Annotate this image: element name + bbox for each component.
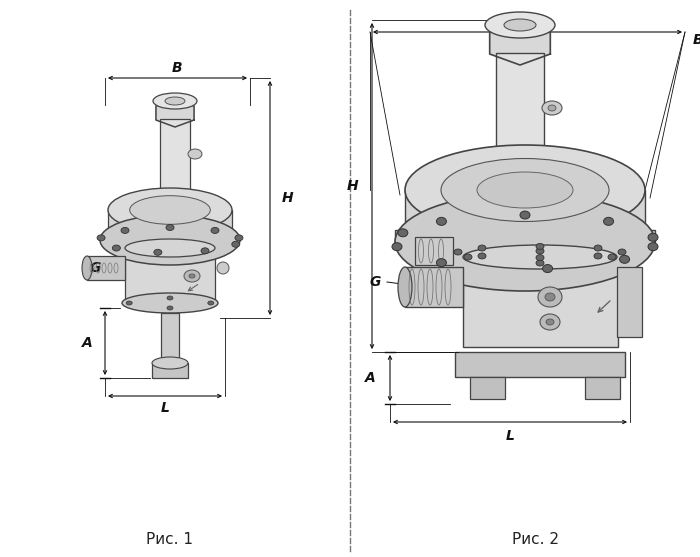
Ellipse shape: [464, 254, 472, 260]
Ellipse shape: [217, 262, 229, 274]
Ellipse shape: [392, 243, 402, 251]
Bar: [405, 267, 463, 307]
Bar: [496, 53, 544, 190]
Ellipse shape: [166, 224, 174, 231]
Polygon shape: [156, 99, 194, 127]
Ellipse shape: [548, 105, 556, 111]
Text: G: G: [90, 261, 101, 275]
Ellipse shape: [536, 260, 544, 266]
Ellipse shape: [436, 217, 447, 226]
Ellipse shape: [189, 274, 195, 278]
Ellipse shape: [152, 357, 188, 369]
Ellipse shape: [478, 253, 486, 259]
Text: L: L: [505, 429, 514, 443]
Bar: [458, 245, 622, 259]
Ellipse shape: [126, 301, 132, 305]
Ellipse shape: [108, 188, 232, 232]
Ellipse shape: [504, 19, 536, 31]
Ellipse shape: [463, 245, 617, 269]
Text: B: B: [693, 33, 700, 47]
Bar: [405, 190, 645, 230]
Text: B: B: [172, 61, 183, 75]
Ellipse shape: [458, 243, 622, 271]
Bar: [87, 256, 125, 280]
Ellipse shape: [540, 314, 560, 330]
Bar: [395, 230, 655, 242]
Ellipse shape: [167, 306, 173, 310]
Ellipse shape: [477, 172, 573, 208]
Ellipse shape: [538, 287, 562, 307]
Ellipse shape: [536, 255, 544, 261]
Ellipse shape: [648, 233, 658, 241]
Ellipse shape: [542, 101, 562, 115]
Ellipse shape: [201, 248, 209, 254]
Ellipse shape: [154, 250, 162, 255]
Ellipse shape: [546, 319, 554, 325]
Bar: [585, 377, 620, 399]
Text: Рис. 1: Рис. 1: [146, 532, 193, 548]
Ellipse shape: [594, 245, 602, 251]
Ellipse shape: [211, 227, 219, 233]
Bar: [463, 257, 618, 347]
Ellipse shape: [130, 196, 210, 224]
Ellipse shape: [620, 255, 629, 263]
Ellipse shape: [97, 235, 105, 241]
Ellipse shape: [121, 227, 129, 233]
Bar: [161, 313, 179, 363]
Ellipse shape: [232, 241, 240, 247]
Text: H: H: [282, 191, 293, 205]
Bar: [617, 267, 642, 337]
Ellipse shape: [478, 245, 486, 251]
Ellipse shape: [153, 93, 197, 109]
Text: L: L: [160, 401, 169, 415]
Ellipse shape: [122, 293, 218, 313]
Ellipse shape: [165, 97, 185, 105]
Ellipse shape: [520, 211, 530, 219]
Text: Рис. 2: Рис. 2: [512, 532, 559, 548]
Bar: [152, 363, 188, 378]
Ellipse shape: [113, 245, 120, 251]
Ellipse shape: [100, 215, 240, 265]
Ellipse shape: [82, 256, 92, 280]
Ellipse shape: [608, 254, 616, 260]
Ellipse shape: [618, 249, 626, 255]
Bar: [455, 352, 625, 377]
Text: A: A: [365, 371, 376, 385]
Ellipse shape: [542, 265, 552, 272]
Ellipse shape: [603, 217, 614, 226]
Bar: [470, 377, 505, 399]
Ellipse shape: [594, 253, 602, 259]
Text: H: H: [346, 179, 358, 193]
Ellipse shape: [436, 258, 447, 267]
Text: A: A: [83, 336, 93, 350]
Bar: [125, 248, 215, 303]
Ellipse shape: [398, 267, 412, 307]
Ellipse shape: [545, 293, 555, 301]
Bar: [108, 210, 232, 240]
Text: G: G: [370, 275, 381, 289]
Ellipse shape: [184, 270, 200, 282]
Ellipse shape: [235, 235, 243, 241]
Bar: [160, 119, 190, 210]
Ellipse shape: [536, 248, 544, 254]
Ellipse shape: [398, 229, 408, 237]
Ellipse shape: [208, 301, 213, 305]
Ellipse shape: [395, 193, 655, 291]
Ellipse shape: [454, 249, 462, 255]
Bar: [415, 237, 453, 265]
Ellipse shape: [125, 239, 215, 257]
Ellipse shape: [648, 243, 658, 251]
Ellipse shape: [188, 149, 202, 159]
Ellipse shape: [485, 12, 555, 38]
Ellipse shape: [167, 296, 173, 300]
Ellipse shape: [405, 145, 645, 235]
Polygon shape: [490, 21, 550, 65]
Ellipse shape: [536, 243, 544, 250]
Ellipse shape: [441, 159, 609, 222]
